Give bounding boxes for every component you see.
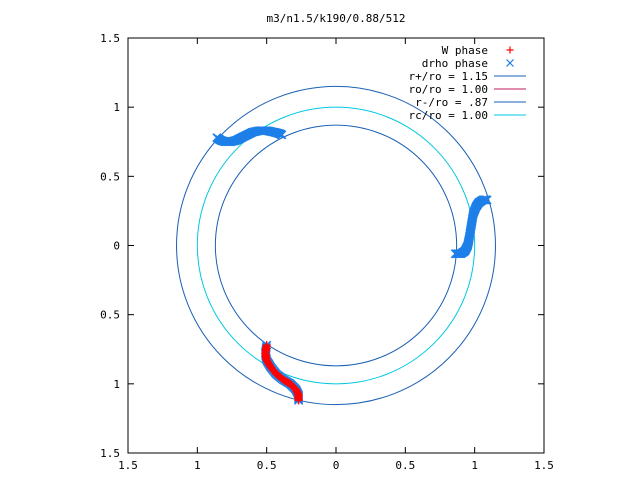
- legend-marker: [506, 46, 514, 54]
- data-markers: [212, 126, 492, 405]
- y-tick-label: 1: [113, 101, 120, 114]
- y-tick-label: 1: [113, 378, 120, 391]
- reference-circle: [196, 106, 476, 385]
- legend-label: r+/ro = 1.15: [409, 70, 488, 83]
- y-tick-label: 0.5: [100, 170, 120, 183]
- x-tick-label: 0.5: [395, 459, 415, 472]
- reference-circle: [176, 85, 496, 406]
- y-tick-label: 0.5: [100, 309, 120, 322]
- x-tick-label: 0: [333, 459, 340, 472]
- x-tick-label: 1: [471, 459, 478, 472]
- legend-label: r-/ro = .87: [415, 96, 488, 109]
- x-tick-label: 0.5: [257, 459, 277, 472]
- axis-ticks: 1.5 1 0.5 0 0.5 1 1.51.510.500.511.5: [100, 32, 554, 472]
- y-tick-label: 1.5: [100, 32, 120, 45]
- y-tick-label: 0: [113, 240, 120, 253]
- legend-label: rc/ro = 1.00: [409, 109, 488, 122]
- x-tick-label: 1.5: [118, 459, 138, 472]
- drho-phase-marker: [482, 195, 492, 205]
- reference-circle: [214, 124, 458, 367]
- y-tick-label: 1.5: [100, 447, 120, 460]
- legend-marker: [506, 59, 514, 67]
- drho-phase-marker: [277, 130, 287, 140]
- legend-label: W phase: [442, 44, 488, 57]
- w-phase-marker: [294, 396, 303, 405]
- reference-circles: [176, 85, 496, 406]
- x-tick-label: 1.5: [534, 459, 554, 472]
- legend-label: drho phase: [422, 57, 488, 70]
- chart-title: m3/n1.5/k190/0.88/512: [266, 12, 405, 25]
- legend-label: ro/ro = 1.00: [409, 83, 488, 96]
- x-tick-label: 1: [194, 459, 201, 472]
